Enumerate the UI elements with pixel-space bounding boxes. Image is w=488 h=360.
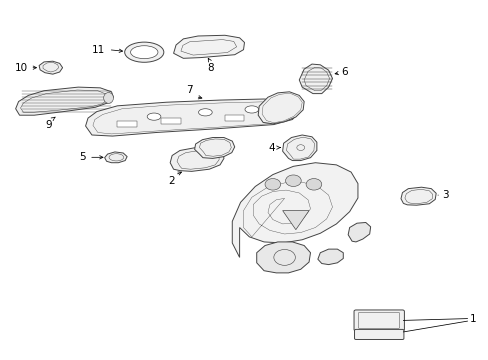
Polygon shape — [16, 87, 113, 115]
Ellipse shape — [244, 106, 258, 113]
Polygon shape — [194, 138, 234, 158]
Text: 10: 10 — [15, 63, 28, 73]
Polygon shape — [317, 249, 343, 265]
Polygon shape — [256, 242, 310, 273]
Text: 1: 1 — [468, 314, 475, 324]
Ellipse shape — [147, 113, 161, 120]
Ellipse shape — [103, 93, 113, 103]
Text: 5: 5 — [79, 152, 85, 162]
Ellipse shape — [198, 109, 212, 116]
Polygon shape — [117, 121, 137, 127]
Polygon shape — [224, 115, 244, 121]
Polygon shape — [400, 187, 435, 205]
Polygon shape — [39, 61, 62, 74]
Text: 9: 9 — [45, 120, 52, 130]
Polygon shape — [85, 99, 298, 136]
Text: 4: 4 — [267, 143, 274, 153]
Ellipse shape — [285, 175, 301, 186]
Polygon shape — [282, 135, 316, 161]
FancyBboxPatch shape — [353, 310, 404, 331]
Polygon shape — [104, 152, 127, 163]
Text: 2: 2 — [167, 176, 174, 186]
Text: 6: 6 — [341, 67, 347, 77]
FancyBboxPatch shape — [354, 329, 403, 339]
Ellipse shape — [305, 179, 321, 190]
Polygon shape — [170, 148, 224, 171]
Ellipse shape — [264, 179, 280, 190]
Text: 8: 8 — [206, 63, 213, 73]
Polygon shape — [161, 118, 181, 124]
Text: 11: 11 — [92, 45, 105, 55]
Text: 7: 7 — [186, 85, 193, 95]
Polygon shape — [232, 163, 357, 257]
Polygon shape — [299, 64, 332, 94]
Text: 3: 3 — [442, 190, 448, 200]
Polygon shape — [282, 211, 308, 230]
Polygon shape — [347, 222, 370, 242]
Ellipse shape — [124, 42, 163, 62]
Polygon shape — [173, 35, 244, 58]
Polygon shape — [258, 92, 304, 124]
Ellipse shape — [130, 46, 158, 59]
